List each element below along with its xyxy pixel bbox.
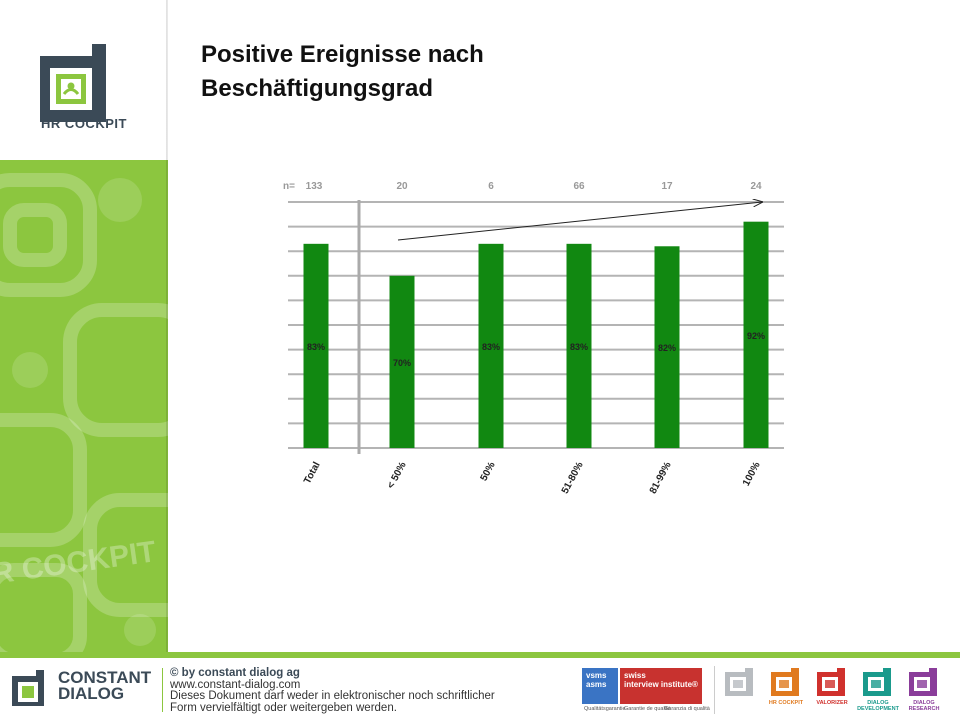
pattern-graphic: [0, 173, 168, 652]
trend-arrow: [397, 202, 762, 241]
product-dialog-research-icon: DIALOG RESEARCH: [902, 666, 946, 712]
category-label: 81-99%: [648, 460, 674, 496]
badge-sub-3: Garanzia di qualità: [664, 706, 710, 712]
product-valorizer-icon: VALORIZER: [810, 666, 854, 706]
sidebar: HR COCKPIT HR COCKPIT: [0, 0, 168, 652]
product-dialog-development-icon: DIALOG DEVELOPMENT: [856, 666, 900, 712]
sii-line-1: swiss: [624, 671, 646, 680]
bar: [743, 221, 769, 448]
product-label: VALORIZER: [816, 700, 848, 706]
value-label: 83%: [570, 342, 588, 352]
category-label: Total: [302, 460, 323, 486]
n-prefix: n=: [283, 181, 295, 192]
value-label: 83%: [482, 342, 500, 352]
copyright-line: © by constant dialog ag: [170, 667, 300, 679]
product-label: DIALOG DEVELOPMENT: [857, 700, 899, 712]
website-link[interactable]: www.constant-dialog.com: [170, 678, 301, 691]
n-value: 20: [396, 181, 408, 192]
n-value: 24: [750, 181, 762, 192]
value-label: 92%: [747, 331, 765, 341]
sidebar-pattern: HR COCKPIT: [0, 160, 168, 652]
footer-brand-line-2: DIALOG: [58, 684, 125, 703]
footer-brand-line-1: CONSTANT: [58, 668, 152, 687]
n-value: 6: [488, 181, 494, 192]
sii-line-2: interview institute®: [624, 680, 698, 689]
category-label: < 50%: [385, 460, 408, 491]
category-label: 100%: [741, 460, 763, 488]
bar: [389, 275, 415, 448]
bar: [566, 243, 592, 448]
asms-badge: vsms asms: [582, 668, 618, 704]
title-line-2: Beschäftigungsgrad: [201, 75, 434, 102]
valorizer-icon: [817, 668, 845, 696]
n-value: 17: [661, 181, 673, 192]
logo-text: HR COCKPIT: [41, 116, 127, 131]
product-label: DIALOG RESEARCH: [908, 700, 940, 712]
bar-chart: n= 133 20 6 66 17 24 83%70%83% 83% 82%92% Total <…: [283, 181, 784, 496]
footer: CONSTANT DIALOG © by constant dialog ag …: [0, 658, 960, 720]
hr-cockpit-icon: [771, 668, 799, 696]
dialog-development-icon: [863, 668, 891, 696]
footer-bar: [0, 652, 960, 658]
constant-dialog-logo: [12, 670, 44, 706]
value-label: 70%: [393, 358, 411, 368]
dialog-icon: [725, 668, 753, 696]
n-value: 66: [573, 181, 585, 192]
asms-line-1: vsms: [586, 671, 607, 680]
badge-sub-2: Garantie de qualité: [624, 706, 671, 712]
category-label: 50%: [479, 460, 498, 483]
swiss-interview-institute-badge: swiss interview institute®: [620, 668, 702, 704]
value-label: 82%: [658, 343, 676, 353]
product-dialog-icon: [718, 666, 762, 700]
bar: [654, 246, 680, 448]
footer-notice-1: Dieses Dokument darf weder in elektronis…: [170, 690, 495, 702]
footer-text: © by constant dialog ag www.constant-dia…: [170, 667, 495, 714]
bar: [478, 243, 504, 448]
badge-sub-1: Qualitätsgarantie: [584, 706, 626, 712]
dialog-research-icon: [909, 668, 937, 696]
product-label: HR COCKPIT: [768, 700, 804, 706]
category-label: 51-80%: [560, 460, 586, 496]
value-label: 83%: [307, 342, 325, 352]
title-line-1: Positive Ereignisse nach: [201, 41, 484, 68]
footer-notice-2: Form vervielfältigt oder weitergeben wer…: [170, 701, 397, 714]
product-hr-cockpit-icon: HR COCKPIT: [764, 666, 808, 706]
footer-brand: CONSTANT DIALOG: [58, 668, 152, 703]
bar: [303, 243, 329, 448]
page-title: Positive Ereignisse nach Beschäftigungsg…: [201, 38, 621, 106]
asms-line-2: asms: [586, 680, 607, 689]
hr-cockpit-logo: [40, 44, 106, 122]
n-value: 133: [306, 181, 323, 192]
